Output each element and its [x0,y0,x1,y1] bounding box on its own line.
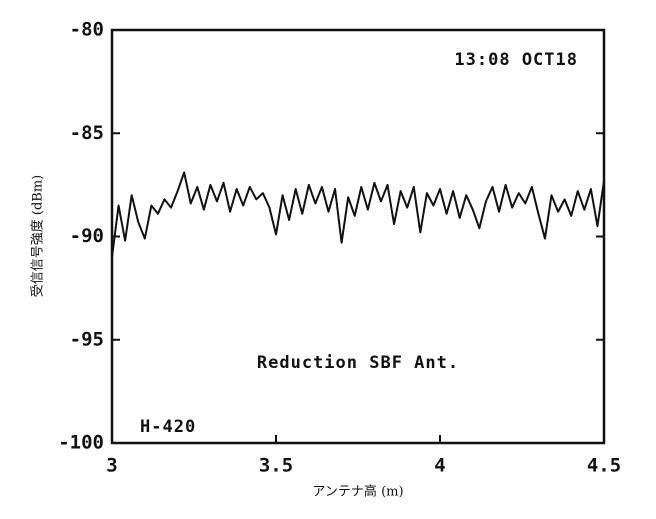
x-tick-label: 4 [434,455,445,477]
annotation: H-420 [140,417,196,437]
y-tick-label: -100 [58,432,104,454]
y-tick-label: -80 [70,19,104,41]
plot-frame [110,28,606,445]
y-tick-label: -85 [70,122,104,144]
data-line [111,171,605,258]
timestamp: 13:08 OCT18 [454,50,578,70]
x-tick-label: 3 [106,455,117,477]
y-axis-label: 受信信号強度 (dBm) [30,175,46,297]
x-axis-label: アンテナ高 (m) [312,484,403,500]
annotation: Reduction SBF Ant. [257,353,459,373]
y-tick-label: -90 [70,225,104,247]
y-tick-label: -95 [70,328,104,350]
x-tick-label: 4.5 [587,455,621,477]
x-tick-label: 3.5 [259,455,293,477]
